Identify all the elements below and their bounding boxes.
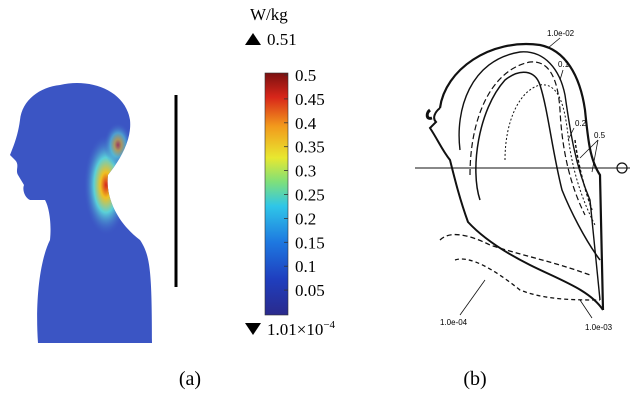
colorbar-max: 0.51 <box>267 30 297 49</box>
colorbar-tick-label: 0.4 <box>295 114 317 133</box>
colorbar-unit: W/kg <box>250 5 288 24</box>
caption-b: (b) <box>463 368 486 390</box>
colorbar-tick-label: 0.3 <box>295 162 316 181</box>
min-arrow <box>245 323 261 335</box>
colorbar-tick-label: 0.25 <box>295 186 325 205</box>
contour-label: 1.0e-03 <box>585 323 613 332</box>
colorbar-tick-label: 0.05 <box>295 281 325 300</box>
colorbar-tick-label: 0.35 <box>295 138 325 157</box>
colorbar <box>264 72 289 316</box>
contour-drawing <box>415 37 630 319</box>
min-exponent: −4 <box>323 319 335 331</box>
head-sar-map <box>10 83 152 343</box>
colorbar-tick-label: 0.1 <box>295 257 316 276</box>
caption-a: (a) <box>179 368 201 390</box>
colorbar-tick-label: 0.5 <box>295 66 316 85</box>
contour-label: 0.5 <box>594 131 606 140</box>
contour-label: 0.1 <box>558 60 570 69</box>
contour-label: 1.0e-04 <box>440 318 468 327</box>
max-arrow <box>245 33 261 45</box>
colorbar-tick-label: 0.2 <box>295 209 316 228</box>
min-mantissa: 1.01×10 <box>267 320 323 339</box>
colorbar-tick-label: 0.15 <box>295 233 325 252</box>
colorbar-tick-label: 0.45 <box>295 90 325 109</box>
colorbar-min: 1.01×10−4 <box>267 319 336 339</box>
contour-label: 0.2 <box>575 119 587 128</box>
contour-label: 1.0e-02 <box>547 29 575 38</box>
